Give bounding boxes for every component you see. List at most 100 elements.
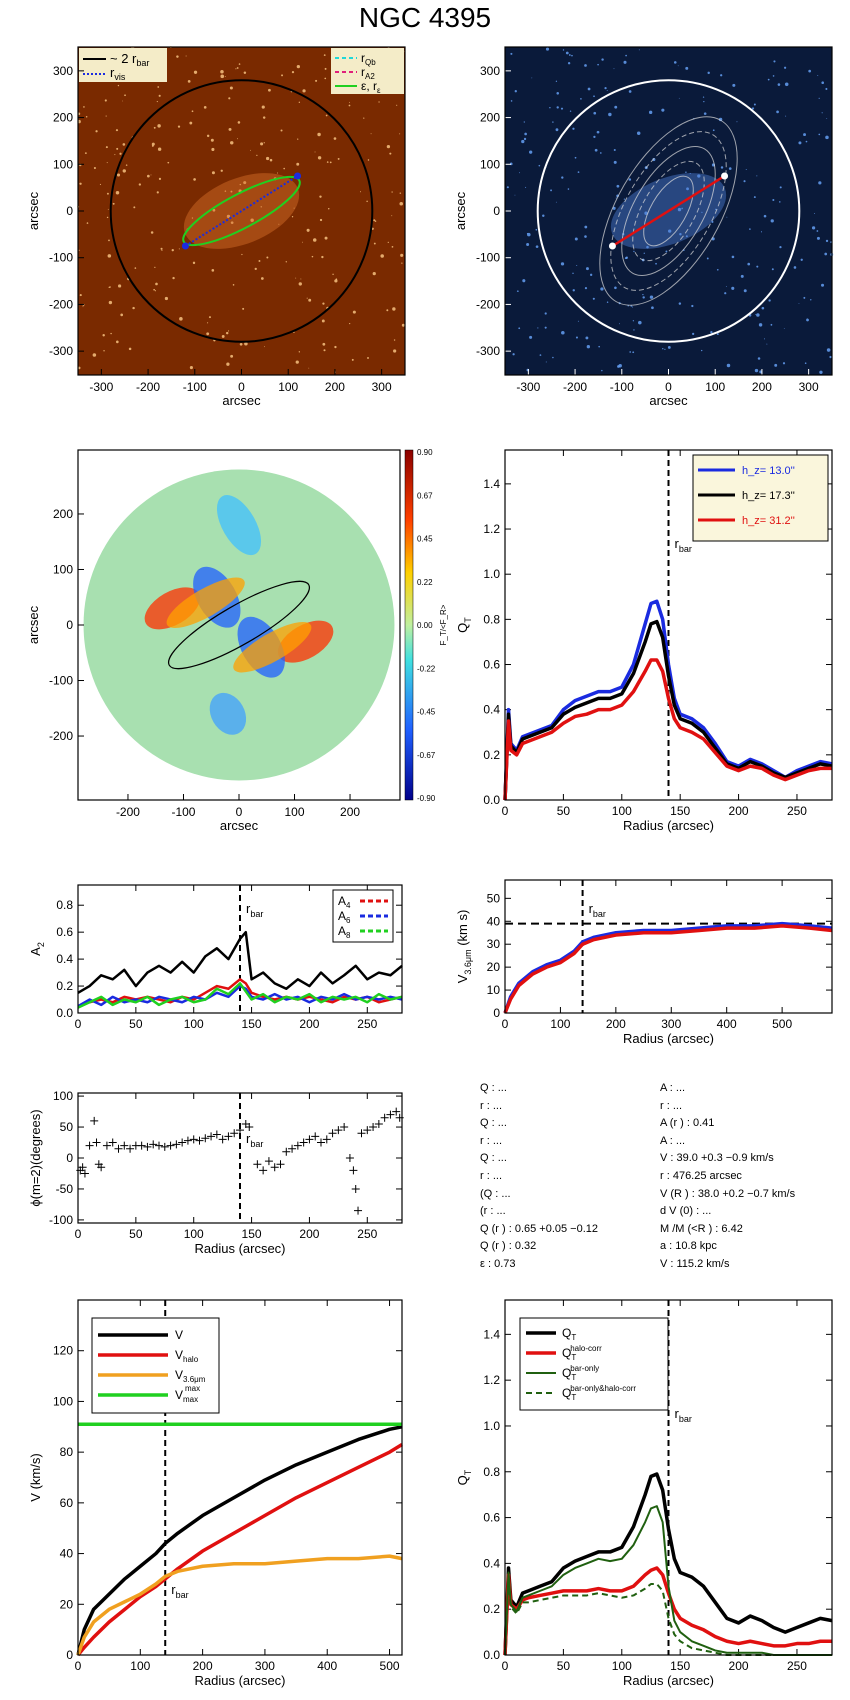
param-qt-halo-corr-rbar: Q (r ) : 0.32 (480, 1240, 537, 1253)
chart-a2-profiles: 0 50 100 150 200 250 0.0 0.2 0.4 0.6 0.8 A2 rbar (28, 885, 403, 1031)
star-speck-optical-20 (389, 152, 392, 155)
ellipse-fit (182, 175, 301, 247)
star-speck-ir-49 (760, 231, 763, 233)
star-speck-ir-103 (584, 287, 588, 290)
y-axis-label-sub-qt-profiles: T (463, 617, 473, 623)
colorbar-tick-label-6: -0.45 (417, 708, 436, 717)
phase-point-37 (270, 1163, 279, 1172)
fm-y-tick-label-4: -200 (49, 729, 73, 743)
rbar-label-sub-qt-corrected: bar (679, 1414, 692, 1424)
star-speck-optical-253 (191, 217, 194, 219)
star-speck-ir-22 (552, 356, 554, 359)
star-speck-optical-193 (308, 367, 310, 369)
colorbar-tick-label-1: 0.67 (417, 491, 433, 500)
star-speck-optical-29 (317, 132, 321, 137)
x-tick-label-qt-profiles-3: 150 (670, 804, 690, 818)
fm-y-tick-label-3: -100 (49, 674, 73, 688)
star-speck-ir-15 (550, 189, 552, 192)
img-y-tick-label-optical-5: -200 (49, 297, 73, 311)
star-speck-optical-32 (225, 331, 229, 335)
star-speck-optical-171 (306, 228, 310, 232)
param-rmax: r : 476.25 arcsec (660, 1169, 742, 1182)
star-speck-optical-118 (300, 278, 302, 280)
star-speck-ir-180 (576, 264, 578, 266)
star-speck-optical-143 (211, 171, 215, 175)
star-speck-optical-1 (156, 191, 159, 194)
series-line-rotation-curve-1 (76, 1443, 403, 1657)
img-x-tick-label-optical-0: -300 (89, 380, 113, 394)
legend-label-qtc-sup-1: halo-corr (570, 1344, 602, 1353)
x-axis-label-qt-corrected: Radius (arcsec) (623, 1673, 714, 1688)
star-speck-optical-243 (254, 267, 257, 271)
star-speck-ir-166 (628, 178, 632, 181)
star-speck-ir-97 (567, 62, 571, 65)
star-speck-ir-220 (821, 112, 823, 114)
y-tick-label-v36-profile-4: 40 (487, 914, 501, 928)
x-tick-label-qt-corrected-2: 100 (612, 1659, 632, 1673)
star-speck-ir-81 (825, 239, 829, 243)
phase-point-33 (245, 1123, 254, 1132)
rbar-label-sub-rotation-curve: bar (176, 1590, 189, 1600)
phase-point-60 (392, 1107, 401, 1116)
star-speck-optical-28 (146, 174, 150, 178)
star-speck-ir-234 (522, 279, 526, 283)
star-speck-ir-178 (825, 135, 829, 140)
phase-point-26 (207, 1132, 216, 1141)
param-rqb-bar-only-halo-corr: (r : ... (480, 1205, 506, 1218)
star-speck-ir-208 (677, 207, 682, 212)
y-tick-label-rotation-curve-5: 100 (53, 1394, 73, 1408)
star-speck-optical-37 (349, 101, 351, 103)
star-speck-ir-236 (805, 140, 808, 143)
star-speck-ir-18 (571, 54, 573, 57)
star-speck-ir-48 (568, 54, 571, 56)
star-speck-ir-130 (691, 304, 694, 308)
star-speck-optical-70 (153, 288, 155, 291)
y-axis-label-qt-profiles: QT (455, 617, 473, 633)
rbar-label-v36-profile: rbar (589, 901, 606, 919)
series-line-v36-profile-0 (503, 921, 833, 1014)
star-speck-optical-111 (295, 360, 299, 364)
star-speck-optical-2 (102, 334, 105, 337)
star-speck-optical-131 (239, 183, 242, 186)
star-speck-ir-197 (524, 132, 527, 136)
star-speck-optical-240 (171, 249, 174, 252)
star-speck-optical-170 (325, 114, 328, 117)
star-speck-optical-39 (349, 322, 351, 325)
star-speck-optical-183 (243, 71, 247, 74)
contour-5 (599, 116, 738, 306)
star-speck-optical-132 (332, 273, 334, 275)
x-axis-label-phase-profile: Radius (arcsec) (194, 1241, 285, 1256)
y-tick-label-qt-corrected-7: 1.4 (483, 1327, 500, 1341)
star-speck-optical-189 (334, 279, 338, 283)
star-speck-ir-149 (535, 228, 538, 231)
star-speck-optical-86 (105, 115, 107, 117)
star-speck-ir-200 (814, 212, 815, 214)
star-speck-ir-120 (662, 348, 664, 350)
star-speck-optical-91 (268, 88, 271, 92)
star-speck-ir-229 (529, 335, 533, 339)
star-speck-ir-72 (599, 152, 602, 154)
star-speck-optical-4 (291, 71, 295, 74)
star-speck-optical-210 (193, 178, 196, 181)
star-speck-optical-163 (324, 236, 328, 240)
rbar-label-phase-profile: rbar (246, 1131, 263, 1149)
legend-rotation-curve-box (91, 1317, 220, 1414)
star-speck-ir-233 (761, 306, 765, 310)
star-speck-optical-195 (399, 133, 401, 135)
star-speck-ir-148 (618, 364, 622, 368)
star-speck-ir-252 (668, 229, 672, 233)
y-tick-label-phase-profile-4: -100 (49, 1213, 73, 1227)
star-speck-optical-45 (112, 202, 115, 205)
star-speck-ir-67 (728, 167, 732, 170)
star-speck-ir-160 (652, 158, 656, 162)
star-speck-ir-139 (767, 78, 770, 81)
star-speck-ir-202 (565, 51, 569, 55)
phase-point-54 (357, 1129, 366, 1138)
star-speck-optical-216 (243, 181, 247, 185)
star-speck-optical-89 (128, 347, 132, 351)
star-speck-ir-40 (643, 252, 645, 254)
y-axis-label-phase-profile: ϕ(m=2)(degrees) (28, 1109, 43, 1206)
star-speck-ir-11 (783, 66, 787, 69)
star-speck-ir-47 (531, 77, 533, 79)
star-speck-optical-24 (164, 296, 169, 301)
